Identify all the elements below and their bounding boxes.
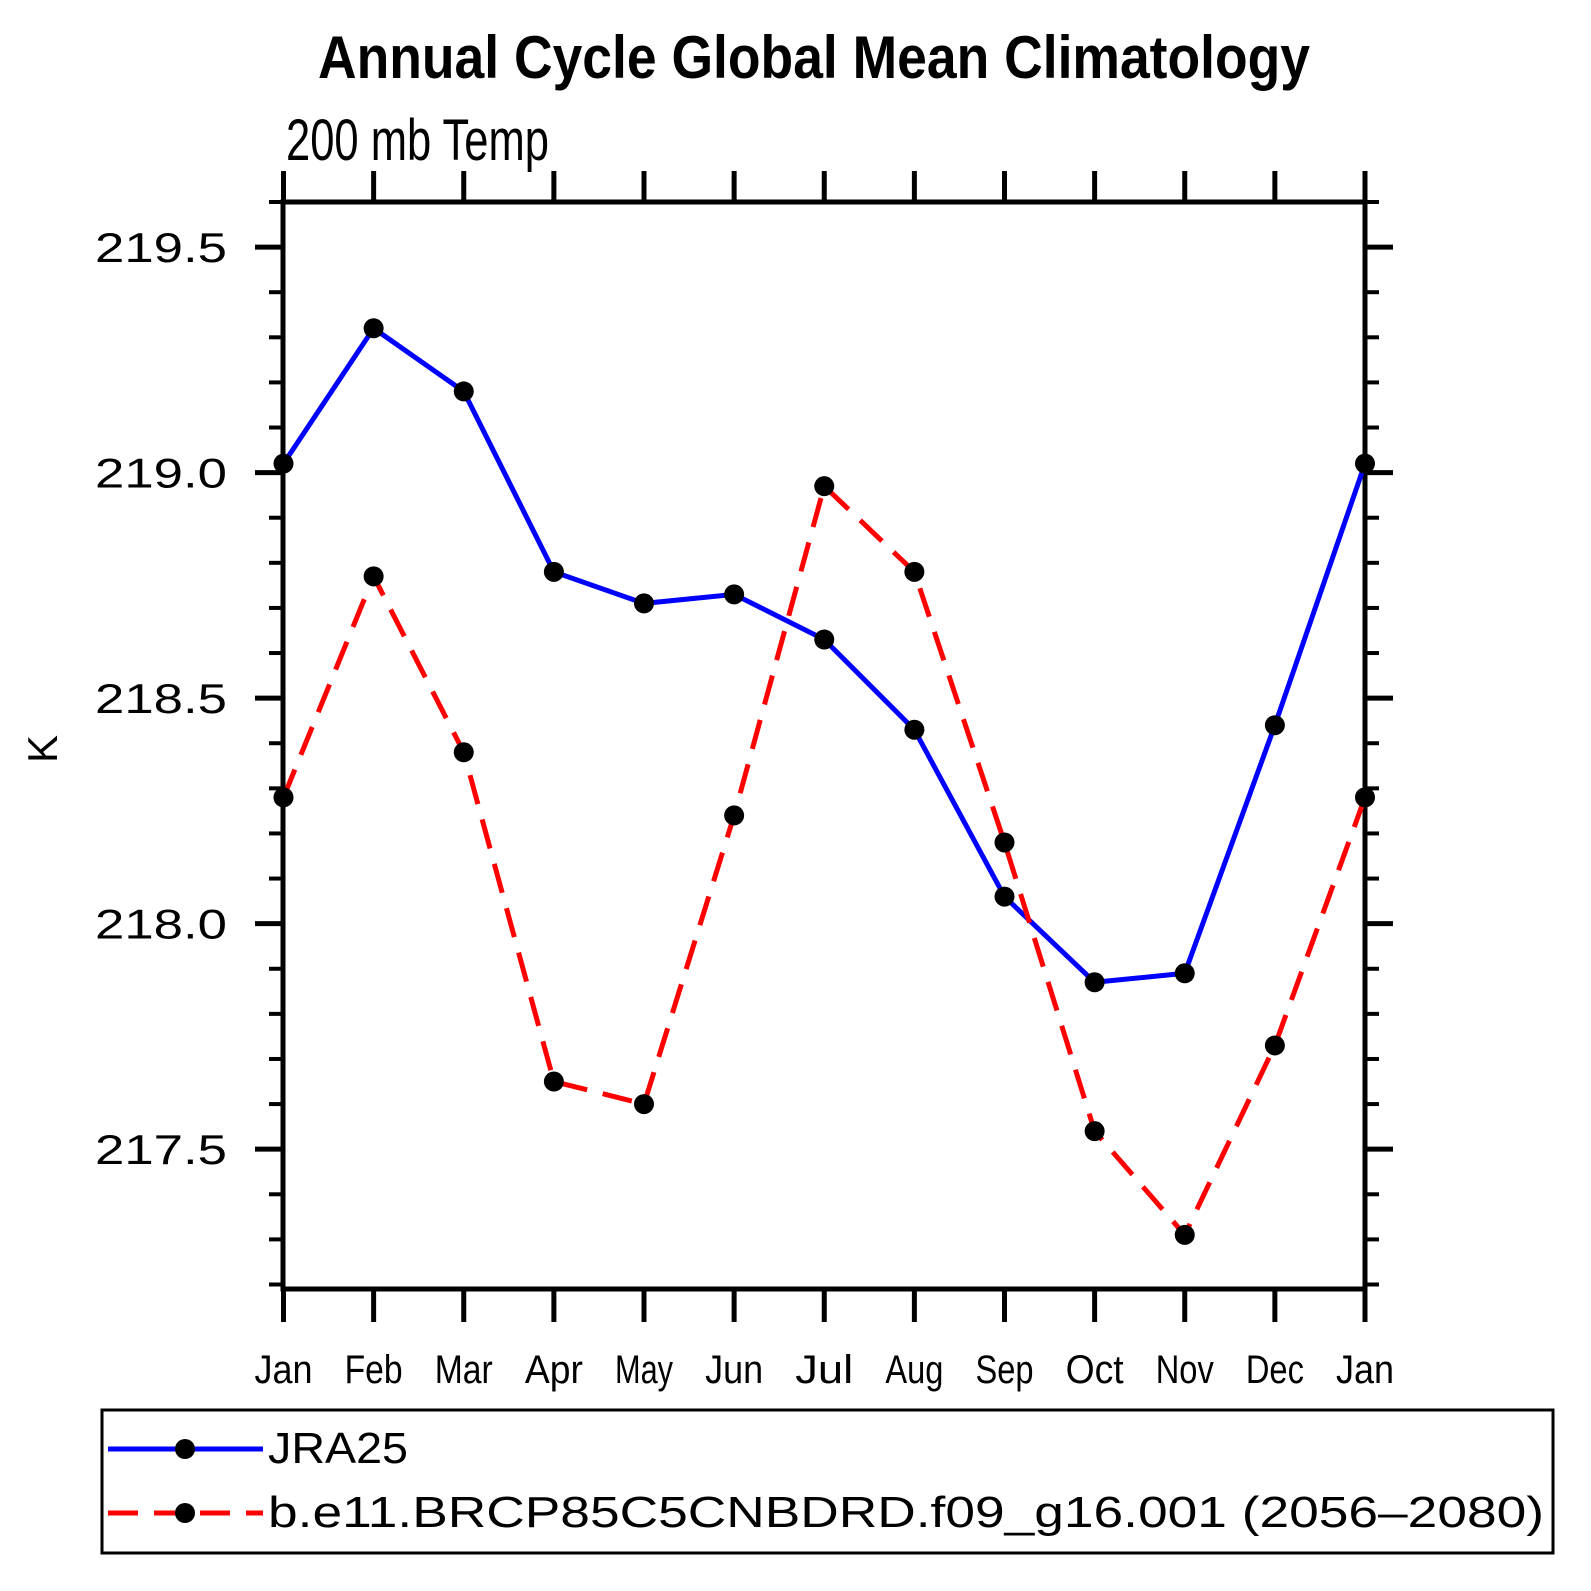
series-1-marker <box>904 561 925 582</box>
series-1-marker <box>724 805 745 826</box>
legend-item-model: b.e11.BRCP85C5CNBDRD.f09_g16.001 (2056–2… <box>108 1488 1544 1537</box>
series-1-marker <box>453 742 474 763</box>
x-tick-label: Nov <box>1156 1348 1214 1392</box>
legend-marker-icon <box>175 1439 195 1459</box>
series-1-marker <box>1174 1224 1195 1245</box>
x-tick-label: Dec <box>1246 1348 1304 1392</box>
y-tick-label: 217.5 <box>95 1126 227 1173</box>
series-0-marker <box>994 886 1015 907</box>
x-tick-label: May <box>615 1348 673 1392</box>
x-tick-label: Jan <box>1336 1348 1394 1392</box>
series-0-marker <box>543 561 564 582</box>
series-1-marker <box>273 787 294 808</box>
series-1-marker <box>363 566 384 587</box>
y-tick-label: 219.5 <box>95 224 227 271</box>
series-0-marker <box>724 584 745 605</box>
series-1-marker <box>1084 1121 1105 1142</box>
series-0-marker <box>1174 963 1195 984</box>
series-0-marker <box>273 453 294 474</box>
series-1-marker <box>814 476 835 497</box>
x-tick-label: Jul <box>795 1348 853 1392</box>
series-1-marker <box>634 1094 654 1115</box>
chart-title: Annual Cycle Global Mean Climatology <box>318 24 1311 91</box>
x-tick-label: Jan <box>255 1348 313 1392</box>
x-tick-label: Aug <box>885 1348 943 1392</box>
series-1-marker <box>1355 787 1375 808</box>
series-0-marker <box>363 318 384 339</box>
x-tick-label: Oct <box>1066 1348 1124 1392</box>
series-0-marker <box>1264 715 1285 736</box>
series-0-line <box>281 324 1368 985</box>
legend-marker-icon <box>175 1503 195 1523</box>
legend-label-jra25: JRA25 <box>268 1424 408 1473</box>
x-tick-label: Mar <box>435 1348 493 1392</box>
legend-item-jra25: JRA25 <box>108 1424 408 1473</box>
y-axis-label: K <box>19 735 66 763</box>
y-tick-label: 219.0 <box>95 450 227 497</box>
series-1-line <box>281 481 1368 1240</box>
series-0-marker <box>1084 972 1105 993</box>
plot-area: 217.5 218.0 218.5 219.0 219.5 Jan Feb Mar Apr May… <box>95 171 1394 1392</box>
series-0-marker <box>634 593 654 614</box>
legend: JRA25 b.e11.BRCP85C5CNBDRD.f09_g16.001 (… <box>100 1408 1555 1555</box>
x-tick-label: Jun <box>705 1348 763 1392</box>
series-1-marker <box>994 832 1015 853</box>
plot-frame <box>280 199 1368 1292</box>
series-1-marker <box>1264 1035 1285 1056</box>
legend-box <box>100 1408 1555 1555</box>
y-tick-label: 218.5 <box>95 675 227 722</box>
x-tick-label: Apr <box>525 1348 583 1392</box>
x-tick-label: Feb <box>345 1348 403 1392</box>
series-1-marker <box>543 1071 564 1092</box>
series-0-marker <box>453 381 474 402</box>
series-0-marker <box>904 719 925 740</box>
series-0-marker <box>1355 453 1375 474</box>
legend-label-model: b.e11.BRCP85C5CNBDRD.f09_g16.001 (2056–2… <box>268 1488 1544 1537</box>
series-0-marker <box>814 629 835 650</box>
x-tick-label: Sep <box>976 1348 1034 1392</box>
chart-subtitle: 200 mb Temp <box>286 108 549 173</box>
y-tick-label: 218.0 <box>95 901 227 948</box>
